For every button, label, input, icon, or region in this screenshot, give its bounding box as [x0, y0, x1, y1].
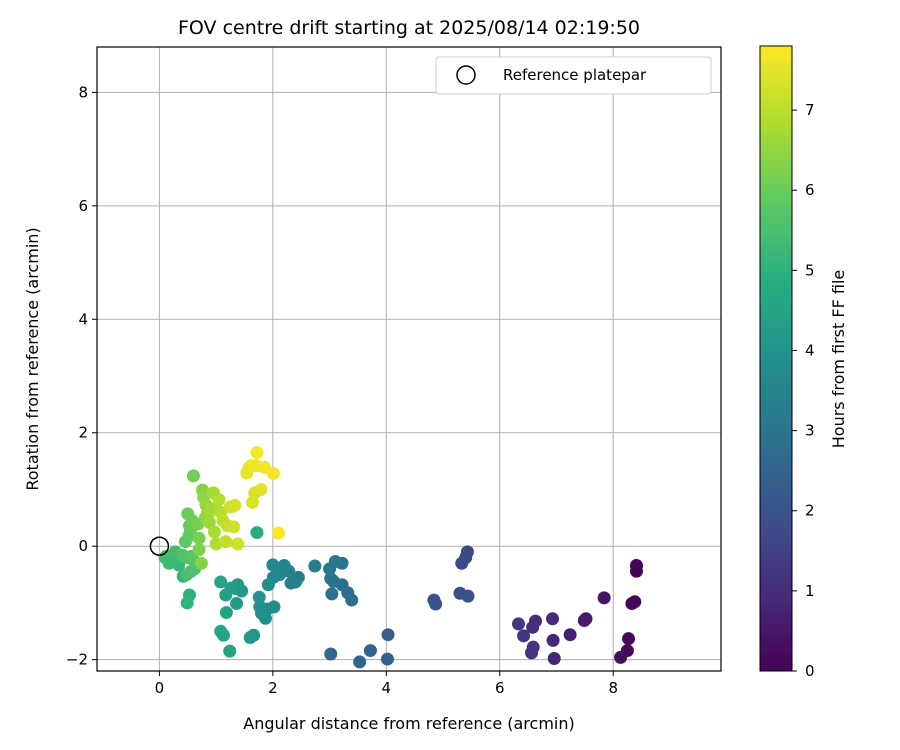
- scatter-point: [597, 591, 611, 605]
- scatter-point: [363, 644, 377, 658]
- scatter-point: [219, 606, 233, 620]
- scatter-point: [614, 650, 628, 664]
- axis-ticks: 0 2 4 6 8 −2 0 2 4 6 8: [66, 83, 618, 697]
- scatter-point: [284, 576, 298, 590]
- y-tick-label: 8: [78, 83, 88, 101]
- scatter-point: [563, 628, 577, 642]
- scatter-point: [324, 647, 338, 661]
- scatter-point: [212, 493, 226, 507]
- colorbar-tick-label: 0: [805, 662, 815, 680]
- scatter-point: [266, 558, 280, 572]
- scatter-point: [625, 596, 639, 610]
- scatter-point: [526, 620, 540, 634]
- scatter-point: [180, 596, 194, 610]
- scatter-point: [323, 562, 337, 576]
- colorbar-tick-label: 3: [805, 422, 815, 440]
- colorbar-tick-label: 1: [805, 582, 815, 600]
- scatter-point: [207, 525, 221, 539]
- legend-marker-icon: [456, 65, 476, 85]
- scatter-point: [202, 515, 216, 529]
- scatter-point: [254, 482, 268, 496]
- scatter-point: [324, 572, 338, 586]
- scatter-point: [546, 633, 560, 647]
- scatter-point: [546, 612, 560, 626]
- scatter-point: [243, 631, 257, 645]
- y-tick-label: 0: [78, 537, 88, 555]
- colorbar-tick-label: 2: [805, 502, 815, 520]
- colorbar: [759, 45, 793, 672]
- scatter-point: [308, 559, 322, 573]
- scatter-point: [192, 531, 206, 545]
- colorbar-tick-label: 4: [805, 341, 815, 359]
- scatter-point: [257, 460, 271, 474]
- y-axis-label: Rotation from reference (arcmin): [23, 227, 42, 490]
- scatter-point: [219, 588, 233, 602]
- scatter-point: [230, 596, 244, 610]
- scatter-point: [381, 628, 395, 642]
- plot-frame: [96, 46, 722, 672]
- x-axis-label: Angular distance from reference (arcmin): [243, 714, 574, 733]
- scatter-point: [429, 597, 443, 611]
- colorbar-tick-label: 5: [805, 261, 815, 279]
- reference-platepar-marker: [149, 536, 170, 556]
- scatter-point: [223, 644, 237, 658]
- legend-box: [435, 56, 712, 95]
- x-tick-label: 8: [608, 679, 618, 697]
- scatter-point: [192, 543, 206, 557]
- colorbar-tick-label: 7: [805, 101, 815, 119]
- legend: Reference platepar: [435, 56, 712, 95]
- y-tick-label: 6: [78, 197, 88, 215]
- scatter-point: [511, 617, 525, 631]
- colorbar-ticks: 0 1 2 3 4 5 6 7: [792, 101, 815, 680]
- scatter-point: [227, 520, 241, 534]
- scatter-point: [380, 652, 394, 666]
- scatter-point: [186, 469, 200, 483]
- scatter-point: [250, 446, 264, 460]
- scatter-point: [577, 614, 591, 628]
- scatter-point: [272, 526, 286, 540]
- y-tick-label: −2: [66, 651, 88, 669]
- data-points: [158, 446, 643, 669]
- scatter-point: [228, 498, 242, 512]
- scatter-point: [214, 624, 228, 638]
- legend-label: Reference platepar: [503, 66, 647, 84]
- scatter-point: [231, 537, 245, 551]
- scatter-point: [266, 467, 280, 481]
- scatter-point: [245, 496, 259, 510]
- chart-title: FOV centre drift starting at 2025/08/14 …: [178, 17, 640, 39]
- scatter-point: [547, 652, 561, 666]
- scatter-point: [252, 590, 266, 604]
- scatter-point: [253, 600, 267, 614]
- x-tick-label: 2: [268, 679, 278, 697]
- scatter-point: [250, 526, 264, 540]
- x-tick-label: 6: [495, 679, 505, 697]
- scatter-point: [622, 632, 636, 646]
- scatter-point: [194, 556, 208, 570]
- scatter-point: [461, 589, 475, 603]
- x-tick-label: 0: [155, 679, 165, 697]
- colorbar-tick-label: 6: [805, 181, 815, 199]
- colorbar-label: Hours from first FF file: [829, 270, 848, 449]
- y-tick-label: 4: [78, 310, 88, 328]
- scatter-point: [525, 646, 539, 660]
- scatter-point: [455, 556, 469, 570]
- scatter-point: [353, 655, 367, 669]
- scatter-point: [261, 578, 275, 592]
- y-tick-label: 2: [78, 424, 88, 442]
- scatter-point: [219, 535, 233, 549]
- scatter-point: [325, 587, 339, 601]
- scatter-point: [629, 564, 643, 578]
- scatter-point: [214, 575, 228, 589]
- x-tick-label: 4: [382, 679, 392, 697]
- scatter-point: [517, 629, 531, 643]
